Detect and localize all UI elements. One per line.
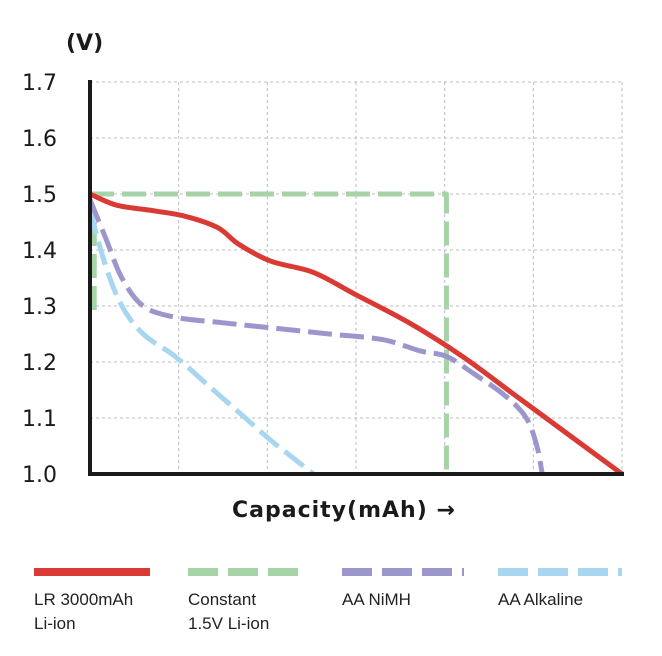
y-tick-label: 1.7	[22, 71, 57, 96]
legend-label-line1: Constant	[188, 590, 257, 609]
legend-swatch-lr3000	[34, 568, 150, 576]
chart: (V) 1.7 1.6 1.5 1.4 1.3 1.2 1.1 1.0 Capacity(mA…	[22, 31, 624, 523]
y-tick-label: 1.2	[22, 351, 57, 376]
series-line-1	[90, 191, 449, 474]
legend-label-line2: Li-ion	[34, 614, 76, 633]
x-axis-label: Capacity(mAh) →	[232, 498, 456, 523]
legend-label-nimh: AA NiMH	[342, 588, 411, 612]
y-tick-label: 1.3	[22, 295, 57, 320]
legend-label-constant: Constant 1.5V Li-ion	[188, 588, 269, 636]
legend-label-alkaline: AA Alkaline	[498, 588, 583, 612]
series-lines	[87, 191, 624, 477]
legend-swatch-constant	[188, 568, 308, 576]
legend: LR 3000mAh Li-ion Constant 1.5V Li-ion A…	[0, 568, 662, 648]
legend-swatch-alkaline	[498, 568, 622, 576]
y-tick-label: 1.0	[22, 463, 57, 488]
y-tick-label: 1.5	[22, 183, 57, 208]
legend-swatch-nimh	[342, 568, 464, 576]
series-line-0	[88, 191, 624, 477]
y-tick-label: 1.4	[22, 239, 57, 264]
series-line-2	[87, 198, 545, 475]
series-line-3	[87, 210, 315, 476]
legend-label-line1: AA NiMH	[342, 590, 411, 609]
y-tick-labels: 1.7 1.6 1.5 1.4 1.3 1.2 1.1 1.0	[22, 71, 57, 488]
legend-label-lr3000: LR 3000mAh Li-ion	[34, 588, 133, 636]
y-tick-label: 1.1	[22, 407, 57, 432]
legend-label-line1: AA Alkaline	[498, 590, 584, 609]
y-tick-label: 1.6	[22, 127, 57, 152]
legend-label-line1: LR 3000mAh	[34, 590, 134, 609]
y-axis-unit: (V)	[66, 31, 103, 56]
legend-label-line2: 1.5V Li-ion	[188, 614, 270, 633]
